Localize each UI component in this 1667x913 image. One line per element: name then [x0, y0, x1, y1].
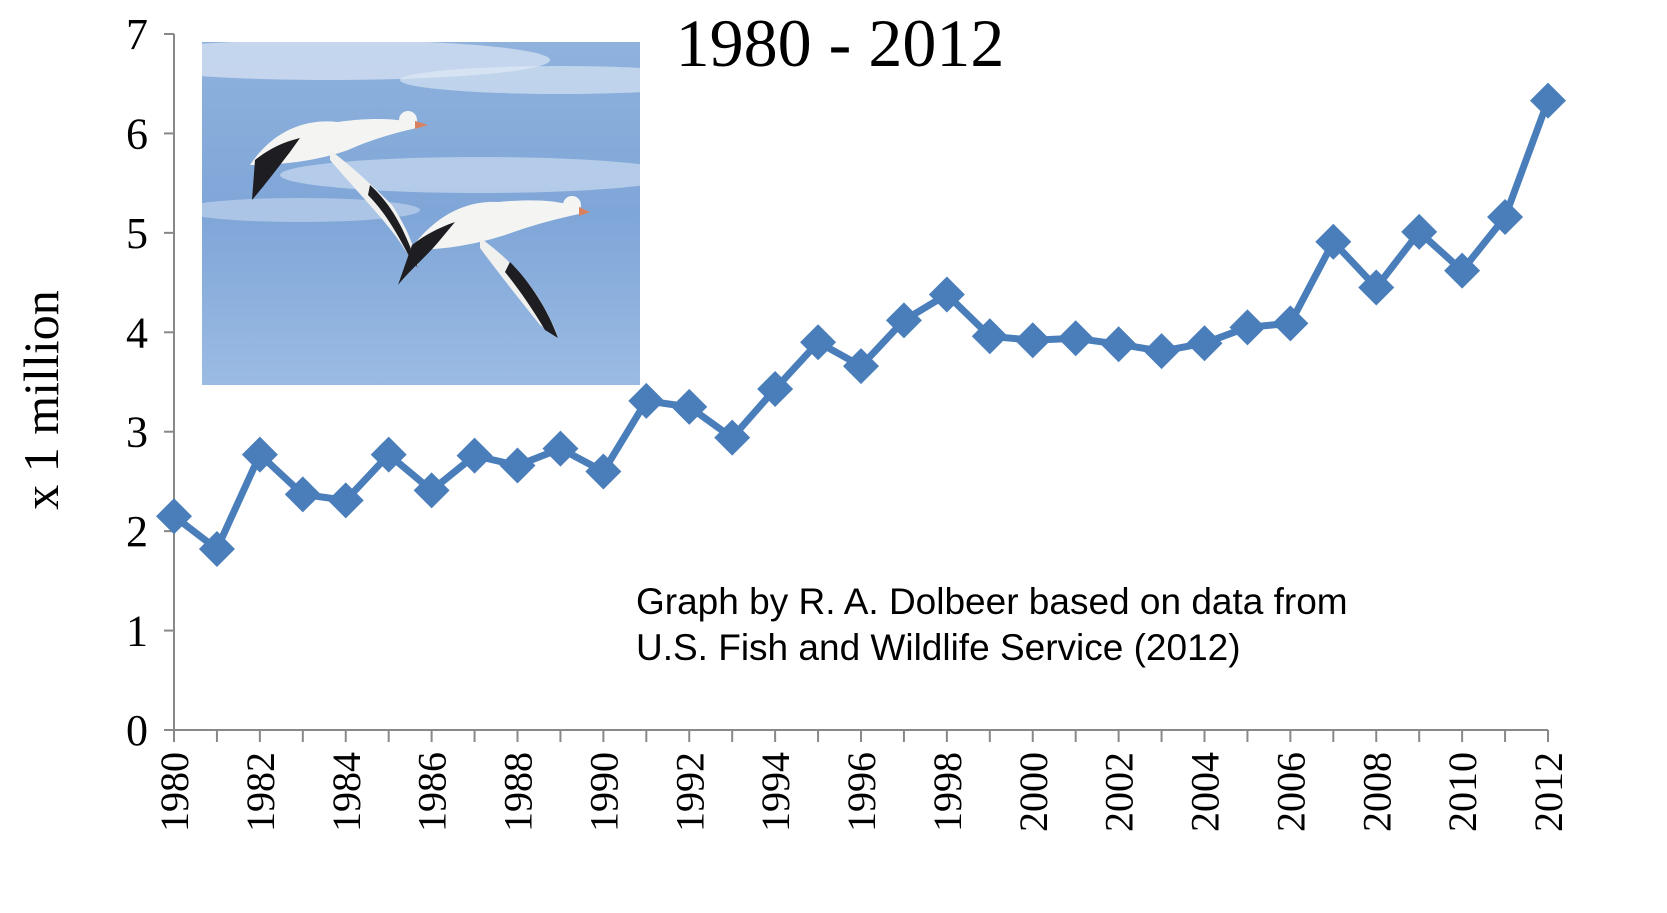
x-tick-label: 1990 [581, 752, 626, 832]
data-point-2010 [1444, 252, 1481, 289]
x-tick-label: 1984 [324, 752, 369, 832]
data-point-1992 [671, 388, 708, 425]
data-point-1982 [241, 436, 278, 473]
data-point-1988 [499, 447, 536, 484]
y-tick-label: 3 [126, 408, 148, 457]
goose-icon [398, 196, 590, 338]
x-tick-label: 1988 [496, 752, 541, 832]
y-tick-label: 6 [126, 109, 148, 158]
data-point-1996 [843, 348, 879, 385]
data-point-1990 [585, 453, 622, 490]
x-tick-label: 1992 [667, 752, 712, 832]
data-point-1984 [327, 482, 364, 519]
data-point-1998 [928, 276, 965, 313]
data-point-1991 [628, 382, 665, 419]
data-point-1993 [714, 419, 751, 456]
data-point-2007 [1315, 223, 1352, 260]
goose-icon [250, 111, 428, 268]
data-point-2003 [1143, 333, 1180, 370]
x-tick-label: 1998 [925, 752, 970, 832]
x-tick-marks [173, 730, 1549, 742]
x-tick-label: 2000 [1011, 752, 1056, 832]
x-tick-label: 1986 [410, 752, 455, 832]
x-tick-label: 1982 [238, 752, 283, 832]
y-tick-label: 4 [126, 308, 148, 357]
x-tick-label: 1996 [839, 752, 884, 832]
x-tick-label: 2008 [1354, 752, 1399, 832]
y-tick-label: 5 [126, 209, 148, 258]
data-point-2008 [1358, 269, 1395, 306]
data-point-1997 [885, 302, 922, 339]
x-tick-label: 2004 [1183, 752, 1228, 832]
x-tick-label: 2006 [1268, 752, 1313, 832]
x-tick-label: 2010 [1440, 752, 1485, 832]
flying-snow-geese-photo [202, 42, 640, 385]
x-tick-label: 1980 [152, 752, 197, 832]
data-point-1985 [370, 436, 407, 473]
y-tick-label: 7 [126, 10, 148, 59]
data-point-2002 [1100, 326, 1137, 363]
source-note-line-1: Graph by R. A. Dolbeer based on data fro… [636, 581, 1348, 622]
y-tick-marks [164, 33, 174, 731]
data-point-1995 [800, 324, 837, 361]
data-point-1987 [456, 437, 493, 474]
x-tick-labels: 1980 1982 1984 1986 1988 1990 1992 1994 1996 1998… [152, 752, 1571, 832]
data-point-2006 [1272, 305, 1309, 342]
y-tick-labels: 0 1 2 3 4 5 6 7 [126, 10, 148, 755]
data-point-2011 [1487, 198, 1524, 235]
x-tick-label: 2002 [1097, 752, 1142, 832]
chart-title: 1980 - 2012 [676, 5, 1005, 81]
data-point-2004 [1186, 325, 1223, 362]
data-point-2009 [1401, 213, 1438, 250]
y-tick-label: 0 [126, 706, 148, 755]
source-note-line-2: U.S. Fish and Wildlife Service (2012) [636, 627, 1241, 668]
data-point-2012 [1530, 82, 1566, 119]
x-tick-label: 1994 [753, 752, 798, 832]
data-point-1981 [198, 531, 235, 568]
data-point-1999 [971, 318, 1008, 355]
data-point-1983 [284, 476, 321, 513]
data-point-1980 [156, 498, 192, 535]
y-tick-label: 2 [126, 507, 148, 556]
data-point-1994 [757, 370, 794, 407]
data-point-1989 [542, 430, 579, 467]
data-point-2001 [1057, 320, 1094, 357]
data-point-1986 [413, 472, 450, 509]
data-point-2005 [1229, 309, 1266, 346]
data-point-2000 [1014, 322, 1051, 359]
x-tick-label: 2012 [1526, 752, 1571, 832]
y-tick-label: 1 [126, 607, 148, 656]
y-axis-label: x 1 million [13, 290, 69, 509]
series-markers [156, 82, 1566, 568]
